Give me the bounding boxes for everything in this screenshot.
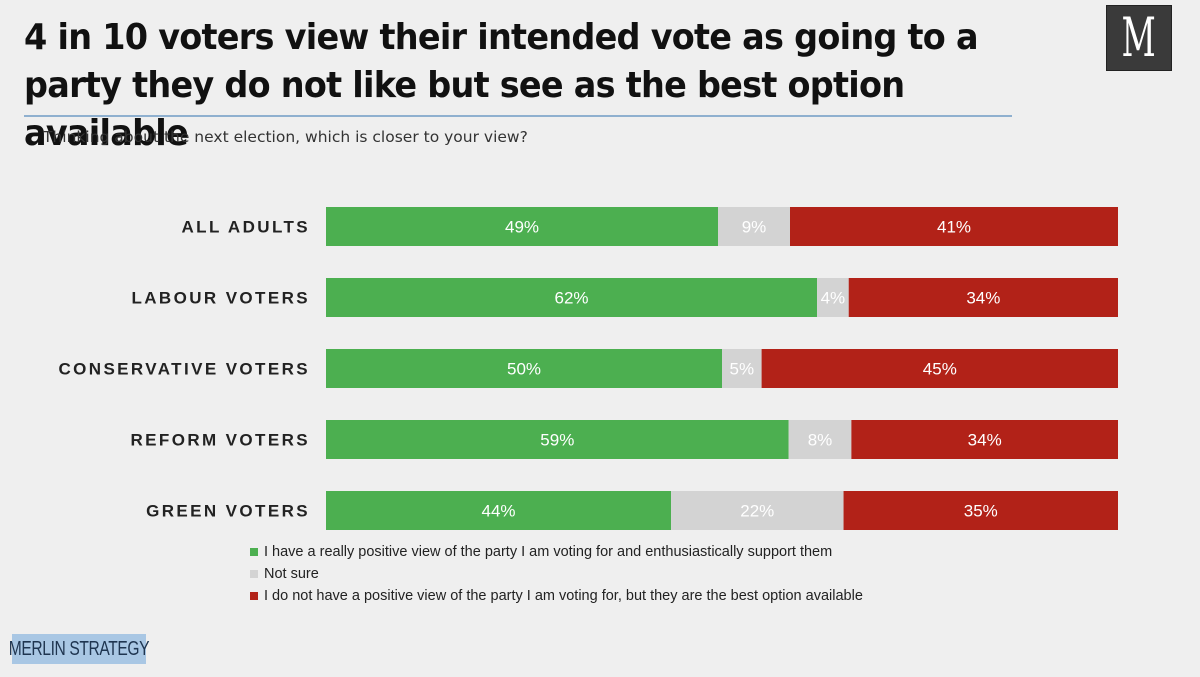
merlin-strategy-logo: MERLIN STRATEGY — [8, 634, 150, 664]
data-label-positive-all-adults: 49% — [505, 218, 539, 237]
bar-best-option-all-adults — [790, 207, 1118, 246]
bar-not-sure-conservative-voters — [722, 349, 762, 388]
chart-subtitle: Thinking about the next election, which … — [43, 128, 528, 146]
data-label-best-option-green-voters: 35% — [964, 502, 998, 521]
bar-positive-conservative-voters — [326, 349, 722, 388]
data-label-positive-conservative-voters: 50% — [507, 360, 541, 379]
bar-positive-labour-voters — [326, 278, 818, 317]
category-label-labour-voters: LABOUR VOTERS — [131, 289, 310, 308]
category-label-reform-voters: REFORM VOTERS — [131, 431, 311, 450]
data-label-positive-green-voters: 44% — [481, 502, 515, 521]
data-label-positive-reform-voters: 59% — [540, 431, 574, 450]
legend-swatch-not-sure — [250, 570, 258, 578]
bar-not-sure-green-voters — [671, 491, 844, 530]
legend-item-best-option: I do not have a positive view of the par… — [250, 585, 863, 607]
legend-swatch-best-option — [250, 592, 258, 600]
bar-positive-green-voters — [326, 491, 672, 530]
legend-label-not-sure: Not sure — [264, 566, 319, 582]
chart-title: 4 in 10 voters view their intended vote … — [24, 17, 979, 154]
category-label-all-adults: ALL ADULTS — [181, 218, 310, 237]
legend-item-positive: I have a really positive view of the par… — [250, 541, 863, 563]
data-label-positive-labour-voters: 62% — [555, 289, 589, 308]
bar-best-option-labour-voters — [848, 278, 1118, 317]
title-divider — [24, 115, 1012, 117]
legend-label-positive: I have a really positive view of the par… — [264, 544, 833, 560]
bar-positive-reform-voters — [326, 420, 789, 459]
bar-not-sure-labour-voters — [817, 278, 849, 317]
bar-not-sure-reform-voters — [788, 420, 852, 459]
logo-letter: M — [1121, 6, 1157, 69]
bar-best-option-conservative-voters — [761, 349, 1118, 388]
brand-text: MERLIN STRATEGY — [8, 637, 150, 660]
data-label-best-option-labour-voters: 34% — [966, 289, 1000, 308]
bar-best-option-green-voters — [843, 491, 1118, 530]
data-label-not-sure-reform-voters: 8% — [808, 431, 833, 450]
legend-label-best-option: I do not have a positive view of the par… — [264, 588, 863, 604]
data-label-not-sure-green-voters: 22% — [740, 502, 774, 521]
legend-item-not-sure: Not sure — [250, 563, 863, 585]
chart-legend: I have a really positive view of the par… — [250, 541, 863, 607]
data-label-best-option-reform-voters: 34% — [968, 431, 1002, 450]
data-label-best-option-conservative-voters: 45% — [923, 360, 957, 379]
bar-best-option-reform-voters — [851, 420, 1118, 459]
data-label-not-sure-all-adults: 9% — [742, 218, 767, 237]
legend-swatch-positive — [250, 548, 258, 556]
data-label-not-sure-conservative-voters: 5% — [730, 360, 755, 379]
data-label-not-sure-labour-voters: 4% — [821, 289, 846, 308]
category-label-conservative-voters: CONSERVATIVE VOTERS — [58, 360, 310, 379]
bar-positive-all-adults — [326, 207, 718, 246]
category-label-green-voters: GREEN VOTERS — [146, 502, 310, 521]
bar-not-sure-all-adults — [718, 207, 790, 246]
data-label-best-option-all-adults: 41% — [937, 218, 971, 237]
merlin-logo: M — [1106, 5, 1172, 71]
